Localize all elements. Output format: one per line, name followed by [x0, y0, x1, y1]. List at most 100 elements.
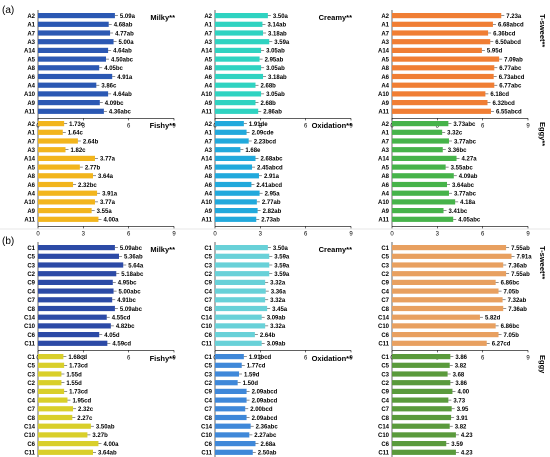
chart-9: 0369C17.55abC57.91aC37.36abC27.55abC96.8…: [378, 242, 547, 361]
bar: [38, 82, 97, 88]
data-label: 3.32c: [447, 131, 463, 137]
chart-title: T-sweet**: [538, 14, 547, 47]
y-tick-label: A14: [201, 157, 213, 163]
y-tick-label: C7: [204, 298, 212, 304]
y-tick-label: C6: [381, 442, 389, 448]
data-label: 2.23bcd: [254, 139, 277, 145]
bar: [38, 262, 124, 268]
bar: [38, 138, 78, 144]
x-tick-label: 0: [390, 231, 394, 237]
data-label: 3.36a: [271, 289, 287, 295]
x-tick-label: 6: [481, 123, 485, 129]
data-label: 3.05ab: [266, 66, 285, 72]
y-tick-label: C3: [27, 372, 35, 378]
data-label: 2.64b: [83, 139, 99, 145]
bar: [215, 432, 250, 438]
data-label: 6.32bcd: [493, 101, 516, 107]
data-label: 2.77ab: [262, 200, 281, 206]
x-tick-label: 6: [304, 355, 308, 361]
data-label: 3.59: [451, 442, 463, 448]
bar: [38, 297, 113, 303]
data-label: 3.09ab: [267, 342, 286, 348]
bar: [38, 406, 74, 412]
bar: [215, 173, 259, 179]
bar: [215, 271, 270, 277]
bar: [392, 208, 444, 214]
data-label: 3.77a: [100, 157, 116, 163]
x-tick-label: 3: [436, 123, 440, 129]
bar: [38, 362, 65, 368]
y-tick-label: C14: [24, 316, 36, 322]
x-tick-label: 6: [127, 231, 131, 237]
bar: [38, 65, 100, 71]
y-tick-label: C5: [27, 255, 35, 261]
data-label: 4.00a: [103, 218, 119, 224]
data-label: 2.64b: [260, 333, 276, 339]
bar: [392, 414, 452, 421]
y-tick-label: C6: [27, 442, 35, 448]
x-tick-label: 9: [172, 355, 176, 361]
bar: [392, 30, 489, 36]
bar: [392, 253, 512, 259]
data-label: 1.73cd: [69, 390, 88, 396]
data-label: 6.77abc: [499, 66, 522, 72]
charts-layer: 0 3 6 9 A2 5.09a A1 4.68ab A7 4.77ab A3 5.00a A14 4.6…: [0, 10, 550, 457]
bar: [38, 380, 62, 386]
data-label: 4.23: [461, 433, 473, 439]
bar: [392, 173, 454, 179]
data-label: 3.18ab: [268, 31, 287, 37]
y-tick-label: C9: [204, 281, 212, 287]
chart-6: 0 3 6 9 A2 3.73abc A1 3.32c A7 3.77abc A3 3.36bc A14…: [378, 118, 547, 237]
data-label: 4.91bc: [117, 298, 136, 304]
bar: [215, 190, 260, 196]
bar: [38, 100, 100, 106]
y-tick-label: C6: [27, 333, 35, 339]
bar: [392, 73, 494, 80]
data-label: 3.82: [455, 364, 467, 370]
data-label: 3.59a: [274, 255, 290, 261]
data-label: 3.32a: [270, 281, 286, 287]
data-label: 2.68b: [260, 101, 276, 107]
data-label: 6.86bc: [501, 324, 520, 330]
x-tick-label: 6: [127, 355, 131, 361]
bar: [392, 305, 504, 312]
bar: [392, 164, 446, 170]
y-tick-label: A11: [201, 110, 212, 116]
data-label: 3.55abc: [451, 165, 474, 171]
y-tick-label: C8: [27, 416, 35, 422]
y-tick-label: A2: [381, 122, 389, 128]
y-tick-label: A1: [27, 131, 35, 137]
data-label: 3.05ab: [266, 49, 285, 55]
chart-1: 0 3 6 9 A2 5.09a A1 4.68ab A7 4.77ab A3 5.00a A14 4.6…: [24, 10, 176, 129]
bar: [215, 56, 260, 62]
chart-2: 0 3 6 9 A2 3.50a A1 3.14ab A7 3.18ab A3 3.59a A14 3.0…: [201, 10, 353, 129]
y-tick-label: A8: [381, 66, 389, 72]
data-label: 2.50ab: [258, 451, 277, 457]
y-tick-label: A14: [378, 157, 390, 163]
y-tick-label: A1: [204, 131, 212, 137]
y-tick-label: A7: [204, 31, 212, 37]
bar: [38, 121, 65, 127]
data-label: 7.05b: [504, 289, 520, 295]
y-tick-label: C9: [27, 281, 35, 287]
y-tick-label: C2: [204, 381, 212, 387]
data-label: 3.77abc: [454, 139, 477, 145]
y-tick-label: C14: [201, 425, 213, 431]
y-tick-label: A11: [378, 110, 389, 116]
y-tick-label: A9: [27, 209, 35, 215]
y-tick-label: A3: [204, 148, 212, 154]
bar: [392, 423, 450, 429]
data-label: 7.55ab: [511, 246, 530, 252]
data-label: 4.50abc: [111, 57, 134, 63]
bar: [215, 297, 266, 303]
y-tick-label: C5: [381, 255, 389, 261]
y-tick-label: A10: [201, 200, 213, 206]
data-label: 2.09cde: [252, 131, 275, 137]
data-label: 5.09abc: [120, 246, 143, 252]
y-tick-label: A7: [27, 139, 35, 145]
y-tick-label: A6: [204, 183, 212, 189]
y-tick-label: A5: [204, 57, 212, 63]
data-label: 2.95a: [265, 192, 281, 198]
bar: [215, 362, 242, 368]
